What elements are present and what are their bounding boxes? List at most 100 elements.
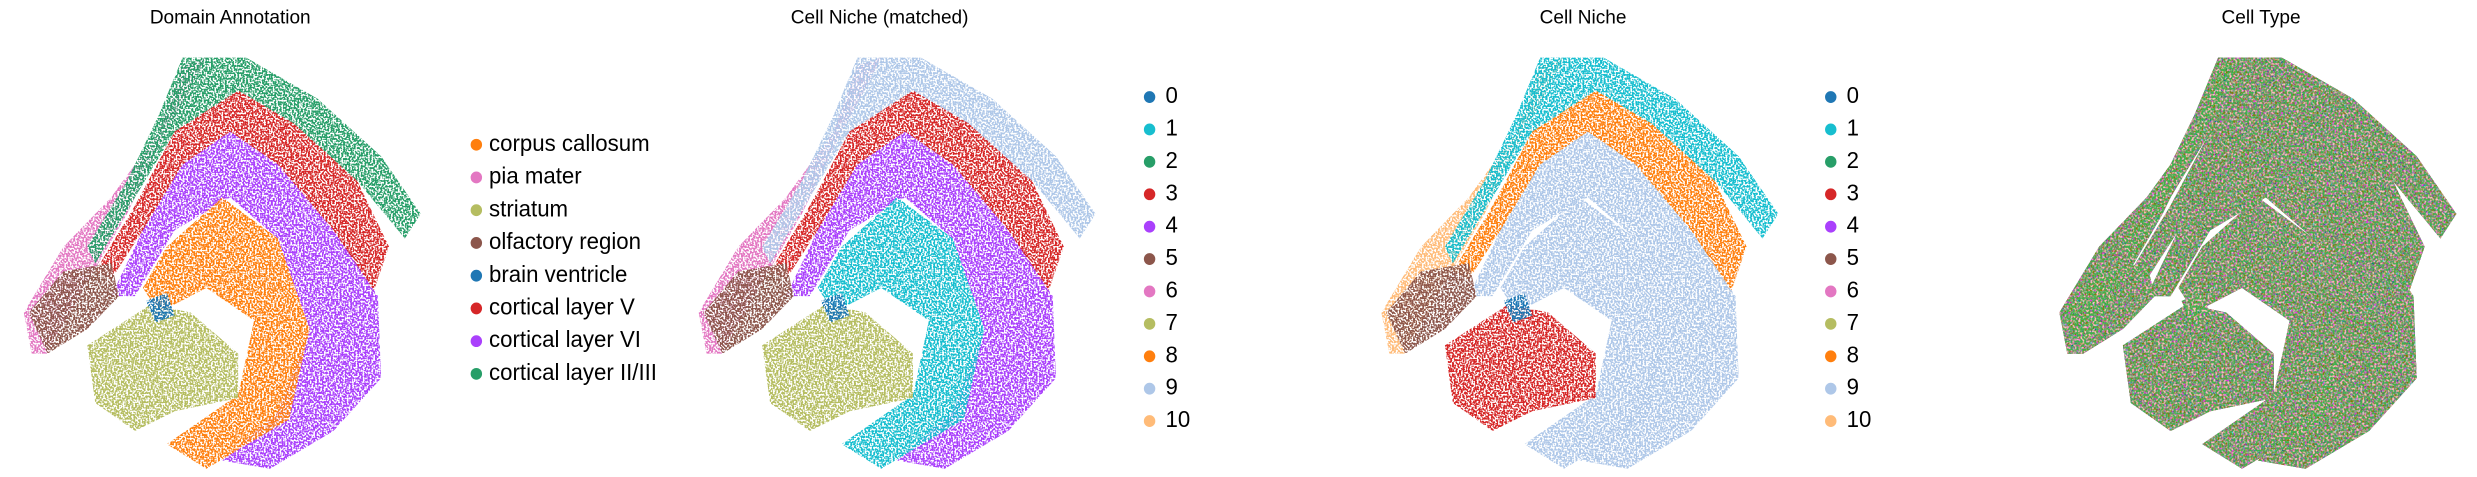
- panel-title: Cell Niche (matched): [791, 6, 969, 28]
- legend-label: 7: [1847, 310, 1859, 335]
- legend-marker: [1143, 123, 1156, 136]
- legend-label: 10: [1847, 407, 1872, 432]
- legend-label: 7: [1165, 310, 1177, 335]
- cell-region: [2064, 263, 2155, 354]
- legend-label: 2: [1847, 148, 1859, 173]
- legend-marker: [1825, 155, 1837, 168]
- legend-marker: [1143, 382, 1156, 395]
- legend-marker: [1143, 220, 1156, 233]
- legend-marker: [470, 269, 483, 282]
- legend-marker: [1825, 350, 1837, 363]
- legend-label: pia mater: [489, 163, 582, 188]
- legend-label: 0: [1847, 83, 1859, 108]
- legend-label: 1: [1165, 115, 1177, 140]
- cell-region: [817, 197, 985, 469]
- legend-marker: [470, 302, 483, 315]
- cell-region: [2178, 197, 2346, 469]
- legend-label: 6: [1165, 277, 1177, 302]
- legend-label: cortical layer V: [489, 294, 635, 319]
- legend-label: 8: [1165, 342, 1177, 367]
- legend-label: 10: [1165, 407, 1190, 432]
- legend-label: cortical layer VI: [489, 327, 641, 352]
- cell-region: [1444, 57, 1779, 264]
- legend-marker: [1825, 188, 1837, 201]
- cell-region: [1503, 292, 1533, 323]
- legend-marker: [1825, 220, 1837, 233]
- cell-region: [1452, 90, 1747, 293]
- panel-title: Cell Type: [2222, 6, 2301, 28]
- cell-region: [146, 292, 175, 323]
- legend-marker: [1825, 415, 1837, 427]
- cell-region: [785, 131, 1056, 469]
- scatter-area: [698, 57, 1096, 469]
- cell-region: [1468, 131, 1739, 469]
- legend-marker: [1825, 317, 1837, 330]
- legend-marker: [1143, 317, 1156, 330]
- cell-region: [111, 131, 382, 469]
- cell-region: [2181, 292, 2211, 323]
- cell-region: [703, 263, 794, 354]
- cell-region: [2122, 304, 2274, 431]
- scatter-area: [1381, 57, 1779, 469]
- legend-label: cortical layer II/III: [489, 360, 657, 385]
- cell-region: [762, 304, 913, 431]
- legend-label: 8: [1847, 342, 1859, 367]
- legend-marker: [1825, 91, 1837, 103]
- cell-region: [2122, 57, 2457, 264]
- legend-label: 4: [1165, 212, 1177, 237]
- cell-region: [87, 304, 239, 431]
- legend-label: 9: [1165, 374, 1177, 399]
- legend-marker: [470, 171, 483, 184]
- cell-region: [28, 263, 120, 354]
- legend-marker: [470, 237, 483, 249]
- legend-label: striatum: [489, 196, 568, 221]
- legend-marker: [1143, 91, 1156, 103]
- panel-title: Domain Annotation: [150, 6, 311, 28]
- panel-title: Cell Niche: [1540, 6, 1627, 28]
- scatter-area: [23, 57, 421, 469]
- cell-region: [1444, 304, 1596, 431]
- legend-label: 2: [1165, 148, 1177, 173]
- legend-marker: [1143, 253, 1156, 265]
- legend-marker: [1143, 285, 1156, 298]
- cell-region: [2146, 131, 2417, 469]
- legend-marker: [470, 138, 483, 151]
- legend-label: 0: [1165, 83, 1177, 108]
- cell-region: [820, 292, 850, 323]
- scatter-area: [2059, 57, 2457, 469]
- legend-label: olfactory region: [489, 229, 641, 254]
- legend-marker: [470, 367, 483, 380]
- legend-marker: [1825, 382, 1837, 395]
- panel: Domain Annotation corpus callosum pia mate…: [23, 6, 657, 469]
- legend-label: corpus callosum: [489, 130, 650, 155]
- legend-marker: [1143, 155, 1156, 168]
- legend-marker: [1143, 188, 1156, 201]
- legend-marker: [1143, 350, 1156, 363]
- legend-marker: [1825, 123, 1837, 136]
- cell-region: [87, 57, 421, 264]
- legend-label: 6: [1847, 277, 1859, 302]
- panel: Cell Niche (matched) 0 1 2 3 4 5 6 7 8 9 10: [698, 6, 1190, 469]
- panel: Cell Niche 0 1 2 3 4 5 6 7 8 9 10: [1381, 6, 1871, 469]
- legend-label: 3: [1165, 180, 1177, 205]
- legend-marker: [470, 204, 483, 217]
- cell-region: [142, 197, 310, 469]
- legend-marker: [1825, 285, 1837, 298]
- panel: Cell Type: [2059, 6, 2457, 469]
- legend-label: 5: [1165, 245, 1177, 270]
- legend-marker: [1825, 253, 1837, 265]
- legend-label: 4: [1847, 212, 1859, 237]
- cell-region: [770, 90, 1064, 293]
- legend-marker: [1143, 415, 1156, 427]
- legend-marker: [470, 335, 483, 348]
- legend-label: brain ventricle: [489, 261, 627, 286]
- cell-region: [2130, 90, 2425, 293]
- legend-label: 9: [1847, 374, 1859, 399]
- cell-region: [762, 57, 1096, 264]
- cell-region: [95, 90, 390, 293]
- cell-region: [1500, 197, 1668, 469]
- legend-label: 5: [1847, 245, 1859, 270]
- legend-label: 3: [1847, 180, 1859, 205]
- cell-region: [1386, 263, 1477, 354]
- legend-label: 1: [1847, 115, 1859, 140]
